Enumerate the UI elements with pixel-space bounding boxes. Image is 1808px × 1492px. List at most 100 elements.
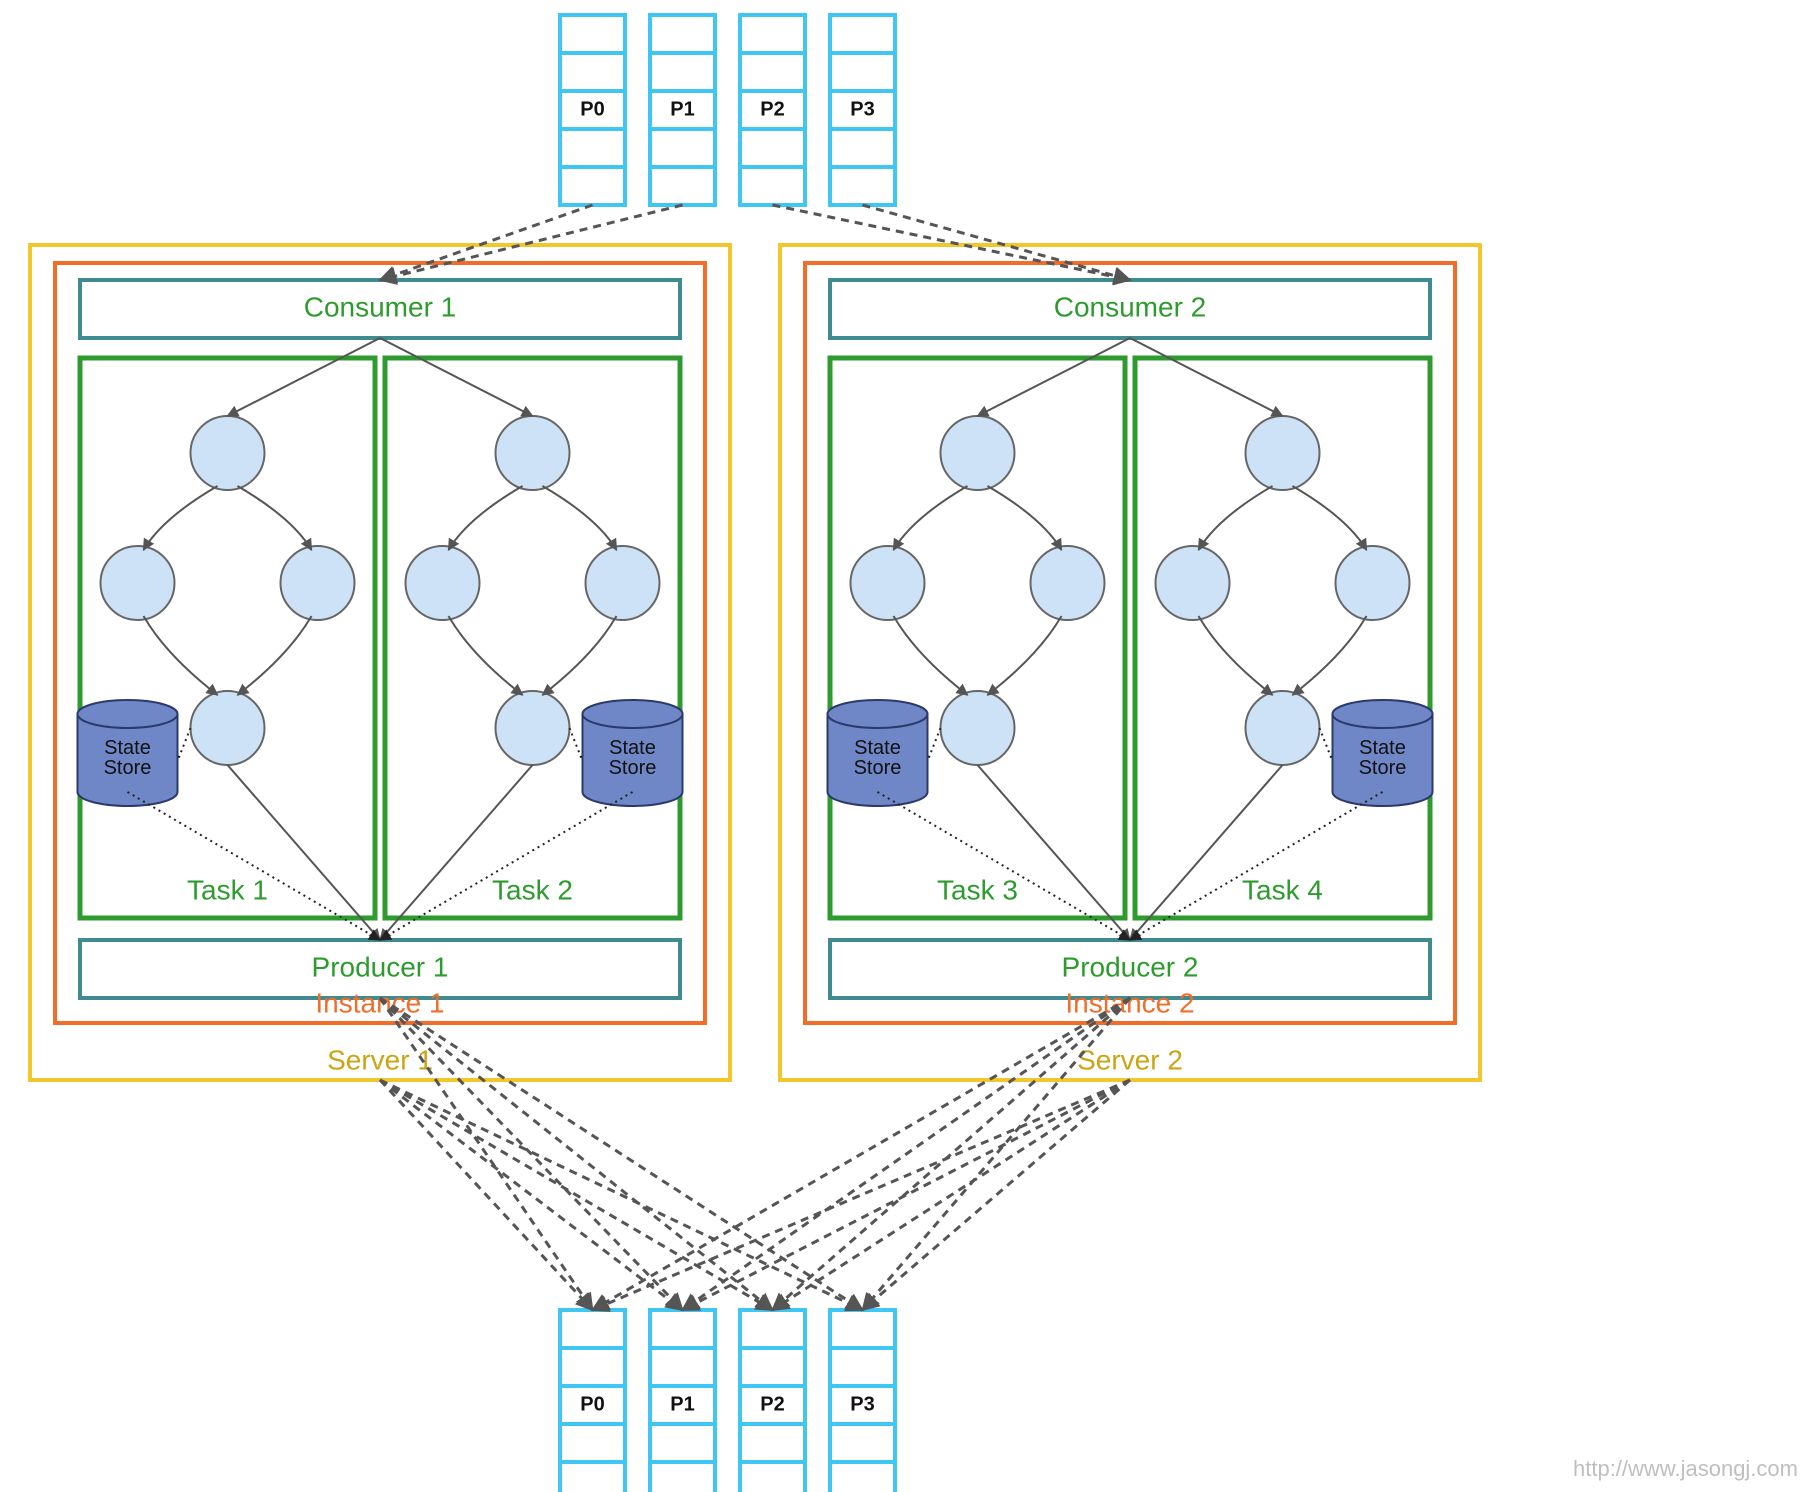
partition-cell [560, 167, 625, 205]
edge [863, 205, 1131, 280]
partition-label: P3 [850, 1393, 874, 1415]
edge [894, 616, 968, 695]
edge [1130, 338, 1283, 416]
partition-label: P0 [580, 1393, 604, 1415]
edge [894, 486, 968, 550]
edge [593, 998, 1131, 1310]
dag-node [851, 546, 925, 620]
dag-node [101, 546, 175, 620]
edge [773, 1080, 1131, 1310]
partition-cell [560, 15, 625, 53]
edge [380, 338, 533, 416]
partition-cell [650, 1462, 715, 1492]
edge [449, 616, 523, 695]
edge [978, 338, 1131, 416]
consumer-label: Consumer 1 [304, 291, 457, 322]
edge [380, 205, 683, 280]
partition-cell [740, 129, 805, 167]
instance-box [805, 263, 1455, 1023]
partition-cell [830, 167, 895, 205]
state-store-icon: StateStore [1333, 700, 1433, 806]
edge [1199, 616, 1273, 695]
edge [683, 998, 1131, 1310]
edge [380, 1080, 773, 1310]
partition-cell [650, 167, 715, 205]
dag-node [1156, 546, 1230, 620]
dag-node [191, 416, 265, 490]
edge [773, 998, 1131, 1310]
task-label: Task 2 [492, 874, 573, 905]
edge [1130, 765, 1283, 940]
partition-cell [650, 129, 715, 167]
task-label: Task 4 [1242, 874, 1323, 905]
bot_partitions: P0P1P2P3 [560, 1310, 895, 1492]
partition-label: P1 [670, 1393, 694, 1415]
partition-cell [830, 129, 895, 167]
edge [863, 998, 1131, 1310]
dag-node [496, 416, 570, 490]
partition-cell [650, 15, 715, 53]
edge [144, 486, 218, 550]
edge-store-link [570, 728, 583, 761]
partition-cell [740, 1310, 805, 1348]
partition-cell [830, 15, 895, 53]
producer-label: Producer 1 [312, 951, 449, 982]
partition-cell [740, 1462, 805, 1492]
partition-cell [650, 53, 715, 91]
state-store-icon: StateStore [827, 700, 927, 806]
partition-cell [740, 53, 805, 91]
watermark: http://www.jasongj.com [1573, 1456, 1798, 1481]
partition-cell [650, 1424, 715, 1462]
edge [543, 616, 617, 695]
task-label: Task 1 [187, 874, 268, 905]
server-label: Server 2 [1077, 1044, 1183, 1075]
edge [543, 486, 617, 550]
partition-cell [740, 1424, 805, 1462]
dag-node [586, 546, 660, 620]
dag-node [1031, 546, 1105, 620]
partition-label: P1 [670, 98, 694, 120]
edge [380, 998, 593, 1310]
partition-cell [560, 1462, 625, 1492]
dag-node [406, 546, 480, 620]
server-label: Server 1 [327, 1044, 433, 1075]
edge-store-link [928, 728, 941, 761]
partition-cell [830, 1310, 895, 1348]
edge-store-link [1320, 728, 1333, 761]
edge [380, 998, 863, 1310]
partition-label: P0 [580, 98, 604, 120]
partition-cell [830, 1462, 895, 1492]
edge [773, 205, 1131, 280]
partition-label: P2 [760, 98, 784, 120]
dag-node [191, 691, 265, 765]
state-store-label: StateStore [854, 737, 902, 779]
edge [228, 338, 381, 416]
state-store-icon: StateStore [78, 700, 178, 806]
partition-cell [740, 1348, 805, 1386]
edge [988, 486, 1062, 550]
state-store-icon: StateStore [583, 700, 683, 806]
edge [144, 616, 218, 695]
edge [1293, 486, 1367, 550]
edge [1293, 616, 1367, 695]
partition-cell [740, 167, 805, 205]
task-label: Task 3 [937, 874, 1018, 905]
edge [238, 616, 312, 695]
top_partitions: P0P1P2P3 [560, 15, 895, 205]
partition-cell [560, 53, 625, 91]
dag-node [1246, 691, 1320, 765]
partition-cell [740, 15, 805, 53]
partition-cell [560, 1424, 625, 1462]
consumer-label: Consumer 2 [1054, 291, 1207, 322]
edge [593, 1080, 1131, 1310]
instance-box [55, 263, 705, 1023]
state-store-label: StateStore [104, 737, 152, 779]
dag-node [1246, 416, 1320, 490]
partition-cell [560, 1348, 625, 1386]
partition-cell [560, 1310, 625, 1348]
edge [380, 998, 773, 1310]
edge [238, 486, 312, 550]
partition-cell [650, 1348, 715, 1386]
edge [978, 765, 1131, 940]
partition-cell [830, 1348, 895, 1386]
